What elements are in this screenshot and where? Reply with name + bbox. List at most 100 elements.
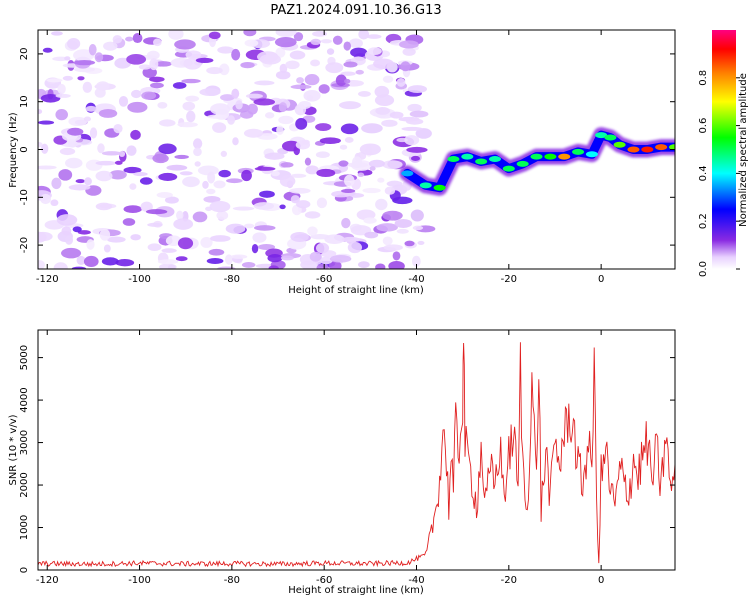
noise-blob: [344, 174, 355, 187]
noise-blob: [279, 63, 288, 74]
noise-blob: [73, 66, 96, 73]
noise-blob: [182, 176, 200, 188]
noise-blob: [295, 117, 308, 130]
noise-blob: [72, 226, 82, 233]
noise-blob: [75, 179, 86, 184]
noise-blob: [320, 256, 333, 265]
noise-blob: [340, 71, 356, 76]
snr-frame: [37, 329, 676, 571]
noise-blob: [96, 81, 110, 91]
noise-blob: [404, 240, 415, 247]
noise-blob: [243, 223, 255, 229]
colorbar-tick-label: 0.6: [698, 118, 709, 134]
noise-blob: [192, 211, 208, 223]
noise-blob: [154, 61, 172, 67]
noise-blob: [357, 172, 365, 178]
noise-blob: [42, 47, 53, 53]
noise-blob: [65, 235, 74, 245]
noise-blob: [275, 70, 291, 80]
noise-blob: [140, 201, 153, 212]
noise-blob: [368, 159, 385, 168]
noise-blob: [149, 76, 165, 83]
bottom-x-axis-label: Height of straight line (km): [288, 585, 424, 596]
noise-blob: [338, 160, 349, 167]
noise-blob: [99, 228, 111, 241]
colorbar: 0.0 0.2 0.4 0.6 0.8 Normalized spectral ampl…: [698, 30, 749, 277]
noise-blob: [130, 129, 141, 140]
bottom-y-tick-label: 3000: [19, 430, 30, 455]
top-x-tick-label: 0: [598, 274, 604, 285]
noise-blob: [103, 41, 118, 51]
noise-blob: [118, 95, 129, 107]
noise-blob: [279, 175, 296, 188]
top-y-tick-label: -20: [19, 237, 30, 253]
noise-blob: [402, 47, 416, 56]
noise-blob: [410, 155, 421, 161]
noise-blob: [412, 225, 424, 231]
noise-blob: [113, 123, 123, 134]
noise-blob: [67, 127, 84, 136]
noise-blob: [373, 58, 394, 69]
noise-blob: [310, 59, 321, 67]
noise-blob: [252, 232, 267, 243]
noise-blob: [208, 248, 225, 256]
noise-blob: [83, 255, 99, 268]
noise-blob: [40, 193, 52, 205]
bottom-x-tick-label: -80: [224, 575, 240, 586]
top-x-axis-label: Height of straight line (km): [288, 285, 424, 296]
noise-blob: [375, 263, 386, 269]
noise-blob: [315, 242, 330, 254]
noise-blob: [231, 88, 240, 99]
noise-blob: [280, 255, 294, 261]
noise-blob: [58, 169, 73, 181]
noise-blob: [382, 210, 403, 221]
noise-blob: [73, 60, 96, 66]
noise-blob: [133, 172, 148, 177]
noise-blob: [186, 110, 196, 123]
top-x-tick-label: -60: [316, 274, 332, 285]
noise-blob: [407, 85, 427, 94]
noise-blob: [382, 75, 394, 83]
noise-blob: [38, 141, 43, 148]
noise-blob: [139, 177, 153, 185]
noise-blob: [38, 109, 43, 115]
noise-blob: [264, 152, 285, 160]
ridge-peak: [595, 132, 608, 139]
noise-blob: [176, 210, 184, 221]
noise-blob: [158, 143, 177, 155]
noise-blob: [388, 260, 405, 269]
top-x-ticks: -120 -100 -80 -60 -40 -20 0: [36, 30, 604, 285]
bottom-x-ticks: -120 -100 -80 -60 -40 -20 0: [36, 330, 604, 586]
top-y-axis-label: Frequency (Hz): [8, 112, 19, 188]
noise-blob: [68, 184, 91, 191]
noise-blob: [404, 135, 420, 146]
top-y-tick-label: -10: [19, 189, 30, 205]
noise-blob: [166, 164, 188, 171]
noise-blob: [76, 255, 86, 265]
noise-blob: [240, 62, 255, 69]
ridge-peak: [544, 153, 557, 160]
noise-blob: [71, 266, 87, 269]
noise-blob: [98, 108, 118, 118]
noise-blob: [212, 122, 227, 133]
noise-blob: [127, 101, 148, 113]
noise-blob: [185, 50, 202, 60]
noise-blob: [304, 74, 320, 86]
noise-blob: [217, 266, 236, 269]
noise-blob: [149, 58, 159, 71]
noise-blob: [410, 209, 424, 222]
noise-blob: [131, 89, 142, 99]
noise-blob: [203, 196, 221, 203]
noise-blob: [86, 239, 95, 250]
noise-blob: [83, 116, 92, 122]
noise-blob: [232, 137, 239, 146]
top-x-tick-label: -20: [501, 274, 517, 285]
noise-blob: [59, 147, 76, 156]
noise-blob: [101, 257, 119, 266]
ridge-peak: [419, 182, 432, 189]
noise-blob: [407, 103, 422, 112]
noise-blob: [226, 178, 243, 184]
noise-blob: [138, 64, 152, 70]
noise-blob: [341, 188, 356, 194]
noise-blob: [406, 118, 424, 125]
